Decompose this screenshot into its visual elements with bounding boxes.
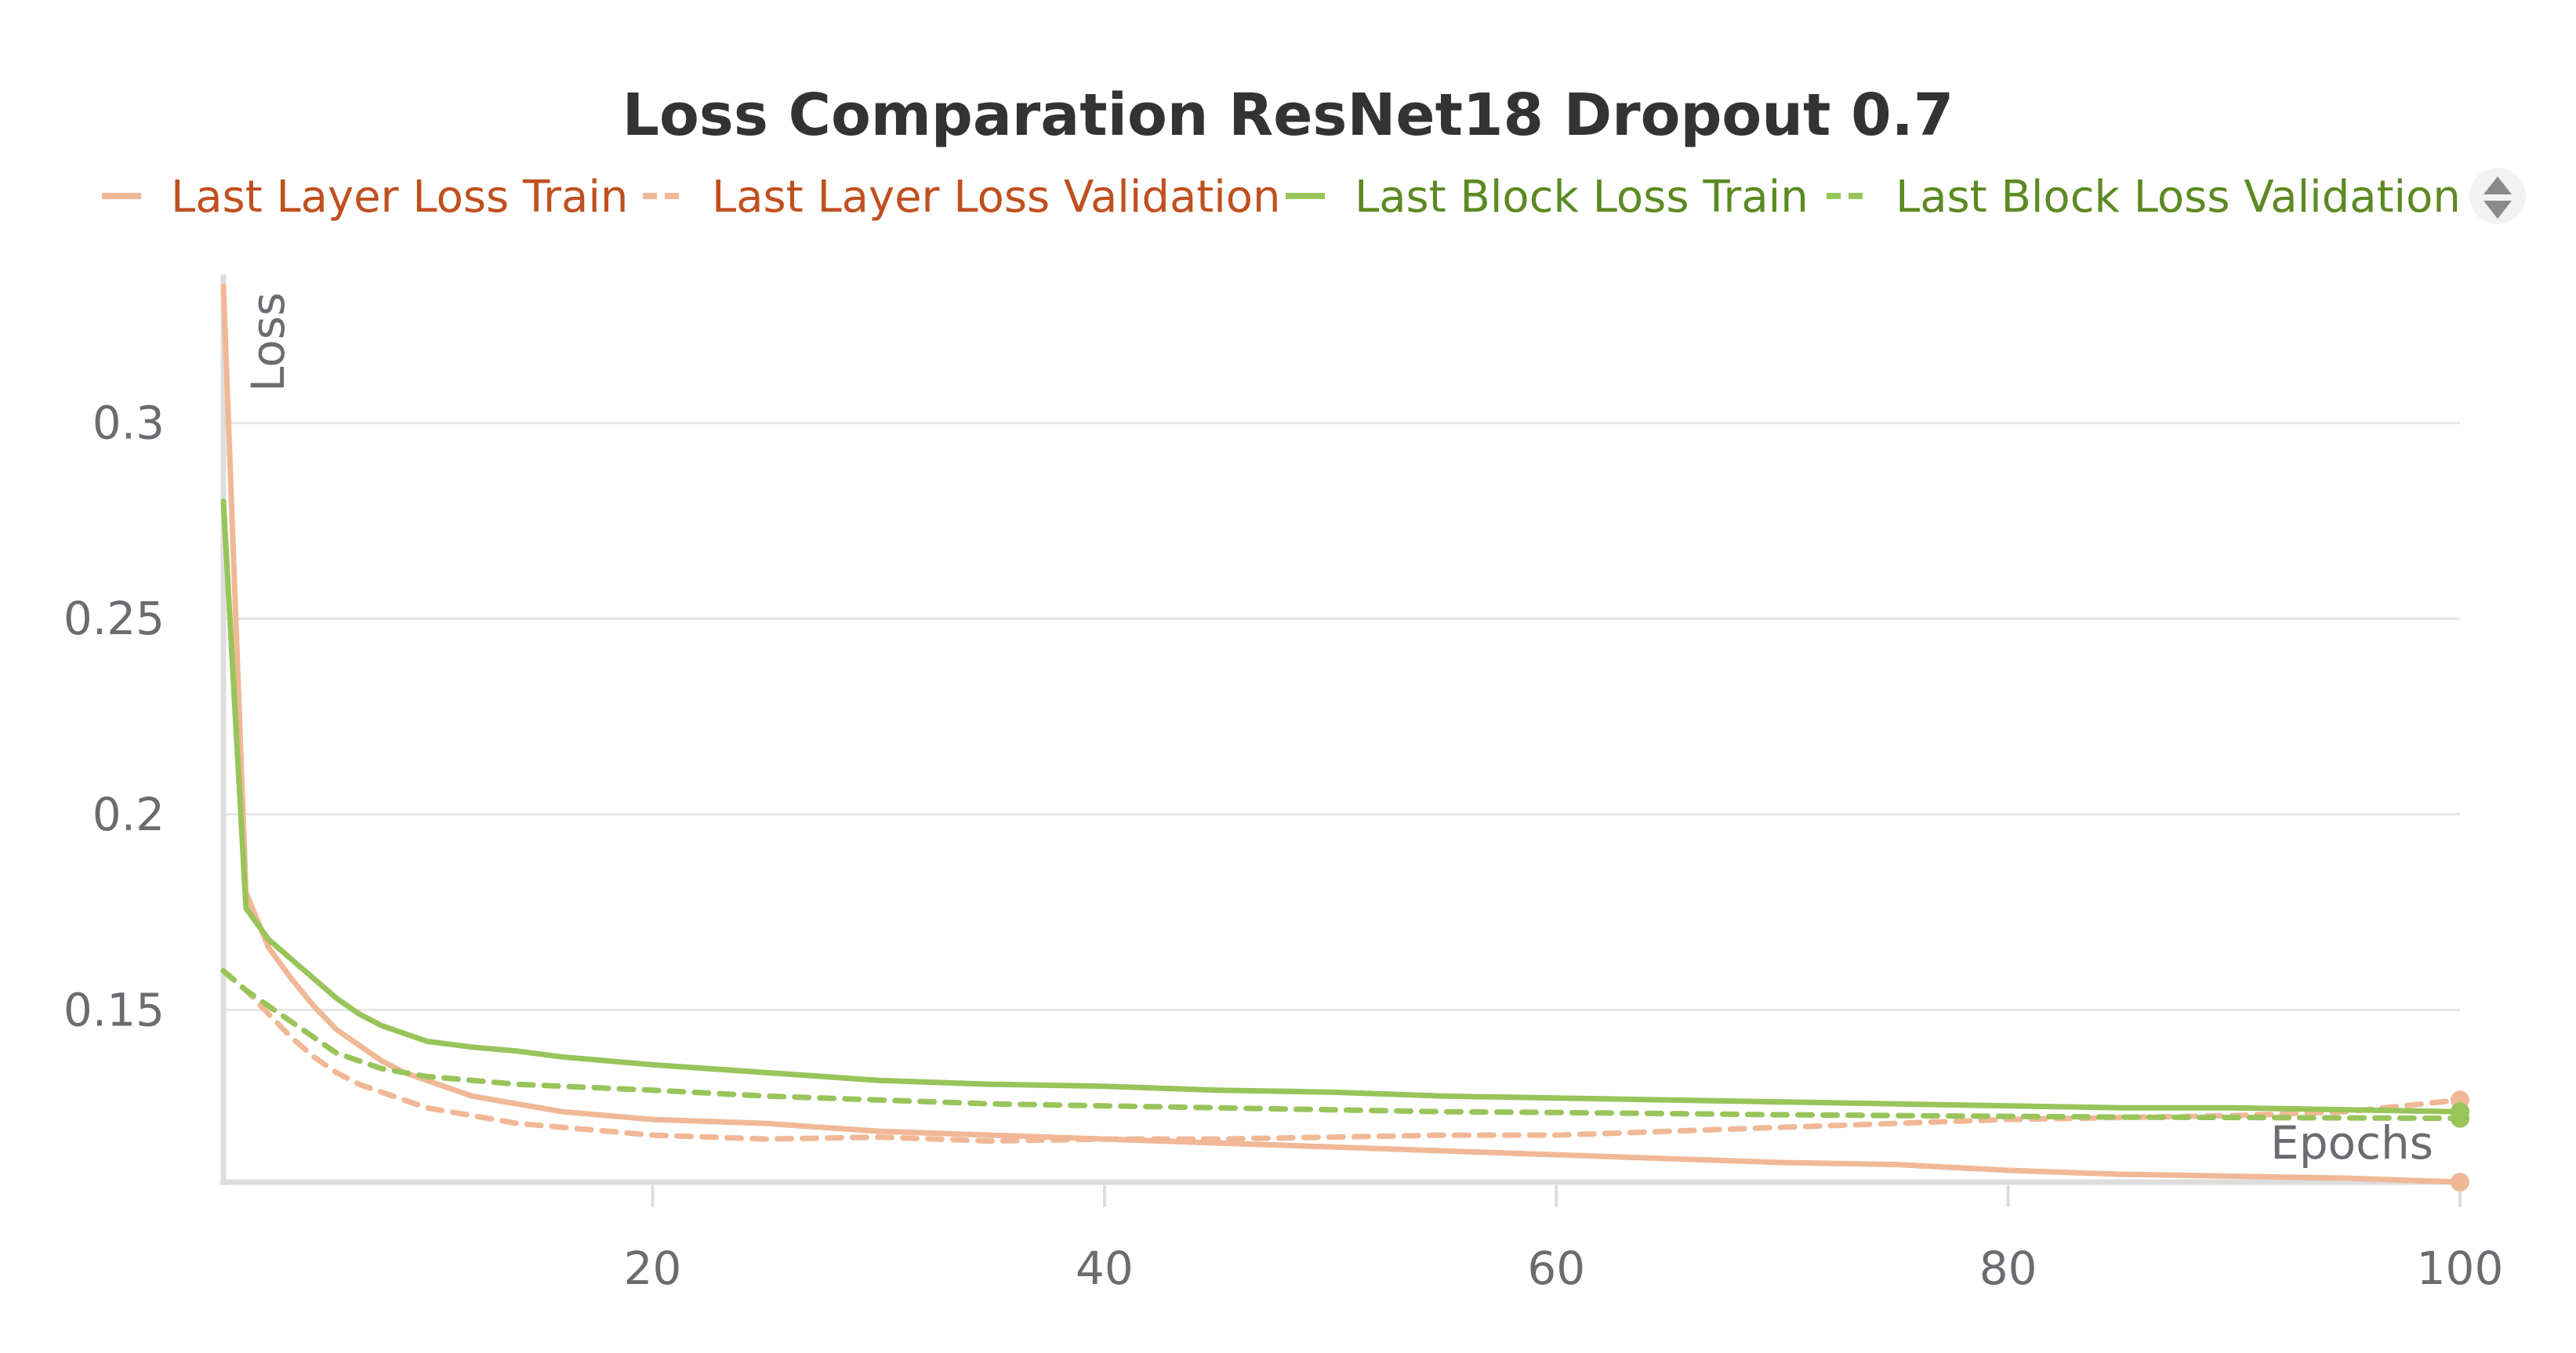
series-line-4[interactable] xyxy=(220,968,2463,1122)
x-tick-label: 80 xyxy=(1979,1242,2037,1295)
y-tick-label: 0.25 xyxy=(63,592,165,645)
y-axis-label: Loss xyxy=(241,292,295,392)
x-tick-label: 60 xyxy=(1527,1242,1585,1295)
legend-label: Last Layer Loss Train xyxy=(171,172,628,223)
series-line-1[interactable] xyxy=(220,283,2463,1185)
legend-label: Last Block Loss Validation xyxy=(1896,172,2461,223)
tick-labels: 0.15 0.2 0.25 0.3 20 40 60 80 100 xyxy=(63,397,2504,1295)
series-end-point-1[interactable] xyxy=(2451,1173,2469,1192)
x-tick-label: 40 xyxy=(1076,1242,1134,1295)
x-tick-label: 100 xyxy=(2417,1242,2504,1295)
axes xyxy=(220,274,2462,1207)
x-axis-label: Epochs xyxy=(2270,1116,2433,1170)
series-end-point-4[interactable] xyxy=(2451,1108,2469,1128)
y-tick-label: 0.3 xyxy=(93,397,165,450)
y-tick-label: 0.2 xyxy=(93,788,165,841)
x-tick-label: 20 xyxy=(624,1242,682,1295)
legend-scroll-icon[interactable] xyxy=(2469,168,2526,224)
grid-lines xyxy=(223,422,2460,1011)
legend-label: Last Block Loss Train xyxy=(1355,172,1809,223)
legend-item-2[interactable]: Last Layer Loss Validation xyxy=(643,172,1281,223)
legend-item-1[interactable]: Last Layer Loss Train xyxy=(102,172,628,223)
legend-item-3[interactable]: Last Block Loss Train xyxy=(1286,172,1809,223)
plot-area xyxy=(220,283,2469,1192)
chart-title: Loss Comparation ResNet18 Dropout 0.7 xyxy=(622,82,1954,149)
series-line-2[interactable] xyxy=(220,968,2463,1144)
series-line-3[interactable] xyxy=(220,499,2463,1115)
legend-label: Last Layer Loss Validation xyxy=(712,172,1281,223)
legend: Last Layer Loss Train Last Layer Loss Val… xyxy=(102,172,2461,223)
legend-item-4[interactable]: Last Block Loss Validation xyxy=(1827,172,2461,223)
y-tick-label: 0.15 xyxy=(63,983,165,1036)
